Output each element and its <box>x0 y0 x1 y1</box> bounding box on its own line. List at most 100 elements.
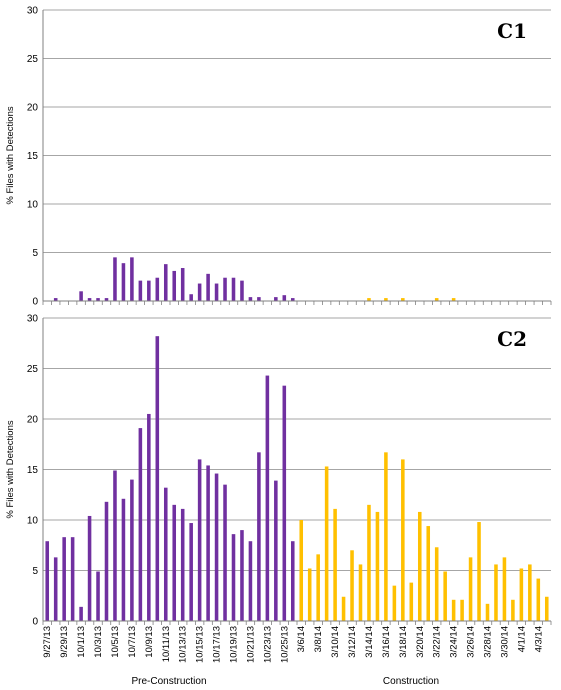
c2-bar <box>87 515 92 621</box>
x-tick-label: 10/11/13 <box>161 626 172 662</box>
x-tick-label: 4/1/14 <box>516 626 527 652</box>
c2-bar <box>460 599 464 621</box>
c2-bar <box>485 603 490 621</box>
c2-y-tick-label: 30 <box>27 314 39 325</box>
x-tick-label: 3/8/14 <box>313 626 324 652</box>
c1-bar <box>130 257 134 301</box>
c1-bar <box>214 283 219 301</box>
c2-bar <box>341 596 346 621</box>
x-tick-label: 10/9/13 <box>144 626 155 658</box>
x-tick-label: 10/7/13 <box>127 626 138 658</box>
c1-y-tick-label: 30 <box>27 6 39 17</box>
c2-bar <box>358 564 363 621</box>
c2-bar <box>477 522 481 621</box>
x-tick-label: 3/24/14 <box>449 626 460 658</box>
c2-bar <box>375 511 380 621</box>
c2-bar <box>451 599 456 621</box>
x-tick-label: 10/3/13 <box>93 626 104 658</box>
c2-bar <box>324 466 329 621</box>
c2-y-tick-label: 15 <box>27 465 39 476</box>
c2-y-tick-label: 25 <box>27 364 39 375</box>
c2-bar <box>392 585 397 621</box>
c2-bar <box>53 557 58 621</box>
c2-bar <box>163 487 168 621</box>
c2-bar <box>214 473 219 621</box>
c1-bar <box>155 277 160 301</box>
c2-bar <box>544 596 549 621</box>
c2-bar <box>248 541 253 621</box>
c2-bar <box>223 484 227 621</box>
c2-bar <box>138 428 143 621</box>
c1-y-tick-label: 10 <box>27 200 39 211</box>
c2-bar <box>265 375 270 621</box>
c1-y-tick-label: 15 <box>27 151 39 162</box>
c2-y-axis-label: % Files with Detections <box>5 420 16 518</box>
c2-bar <box>528 564 532 621</box>
c2-bar <box>113 470 117 621</box>
c2-bar <box>494 564 498 621</box>
x-axis-tick-labels: 9/27/13 9/29/13 10/1/13 10/3/13 10/5/13 10/7/… <box>42 626 544 663</box>
c2-bar <box>350 550 354 621</box>
c1-bar <box>240 280 244 301</box>
c1-bar <box>113 257 117 301</box>
c2-bar <box>443 571 447 621</box>
c1-bar <box>290 298 295 301</box>
c2-bar <box>409 582 414 621</box>
c2-panel-label: C2 <box>497 327 527 351</box>
c2-bar <box>62 537 66 621</box>
x-tick-label: 10/23/13 <box>262 626 273 663</box>
x-tick-label: 10/17/13 <box>212 626 223 663</box>
c2-bar <box>434 547 439 621</box>
c2-bar <box>121 498 126 621</box>
c2-bar <box>147 413 151 621</box>
c1-bar <box>180 268 185 301</box>
c2-bar <box>282 385 287 621</box>
c2-bar <box>155 336 160 621</box>
c2-bar <box>240 530 244 621</box>
c2-bar <box>257 452 261 621</box>
c1-bar <box>121 263 126 301</box>
c2-bar <box>96 571 100 621</box>
c2-bar <box>172 504 177 621</box>
c1-bar <box>172 270 177 301</box>
x-tick-label: 10/25/13 <box>279 626 290 663</box>
x-tick-label: 3/22/14 <box>432 626 443 658</box>
c2-y-tick-label: 0 <box>32 617 38 628</box>
c2-bar <box>307 568 312 621</box>
c1-y-tick-label: 0 <box>32 297 38 308</box>
c1-bar <box>163 264 168 301</box>
group-label-construction: Construction <box>383 676 439 687</box>
c2-bar <box>231 534 236 621</box>
c1-bar <box>231 277 236 301</box>
c1-bar <box>257 297 261 301</box>
x-tick-label: 10/13/13 <box>178 626 189 663</box>
x-tick-label: 3/20/14 <box>415 626 426 658</box>
c2-y-tick-label: 10 <box>27 516 39 527</box>
c2-y-tick-label: 5 <box>32 566 38 577</box>
c2-bar <box>180 508 185 621</box>
c2-bar <box>536 578 541 621</box>
c2-bar <box>384 452 388 621</box>
c1-bar <box>53 298 58 301</box>
c2-bar <box>316 554 320 621</box>
c2-bar <box>519 568 524 621</box>
c2-bar <box>401 459 405 621</box>
c2-bar <box>417 511 422 621</box>
c1-y-axis-label: % Files with Detections <box>5 106 16 204</box>
group-label-pre-construction: Pre-Construction <box>131 676 206 687</box>
x-tick-label: 4/3/14 <box>533 626 544 652</box>
x-tick-label: 10/15/13 <box>195 626 206 663</box>
x-tick-label: 10/21/13 <box>245 626 256 663</box>
c2-bar <box>197 459 202 621</box>
x-tick-label: 3/30/14 <box>499 626 510 658</box>
x-tick-label: 3/28/14 <box>483 626 494 658</box>
c1-bar <box>401 298 405 301</box>
c2-bar <box>79 606 83 621</box>
c1-bar <box>434 298 439 301</box>
c2-bar <box>367 504 371 621</box>
c2-bar <box>426 526 431 621</box>
c2-bar <box>468 557 473 621</box>
chart-c2: 0 5 10 15 20 25 30 % Files with Detections C2 <box>5 314 552 628</box>
c2-bar <box>70 537 75 621</box>
